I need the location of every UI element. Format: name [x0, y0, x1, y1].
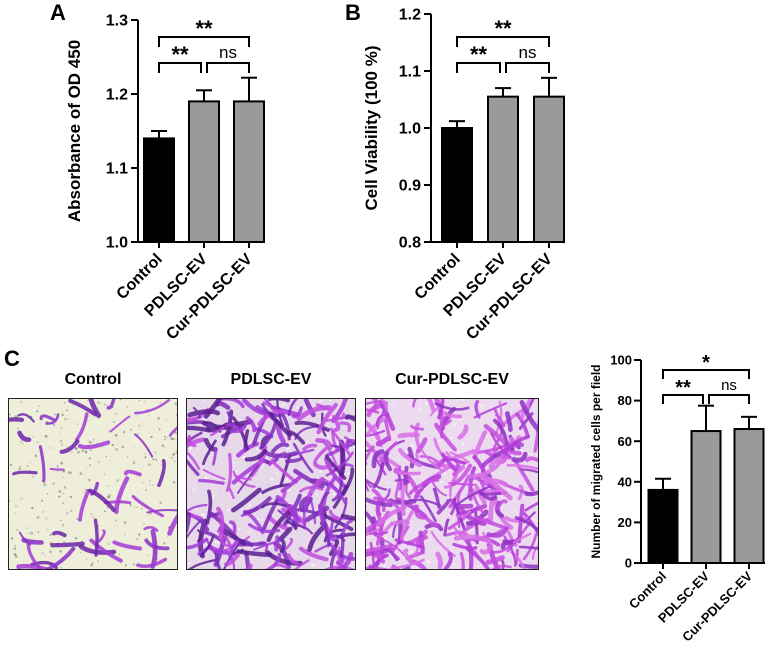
y-tick-label: 0.9 [399, 178, 421, 195]
y-tick-label: 1.1 [399, 64, 421, 81]
y-axis-label-b: Cell Viability (100 %) [362, 45, 381, 210]
micrograph-label-control: Control [64, 371, 122, 388]
y-axis-label-c: Number of migrated cells per field [589, 364, 603, 558]
micrograph-label-cur-pdlsc-ev: Cur-PDLSC-EV [395, 371, 509, 388]
bar-c-0 [647, 488, 679, 565]
y-tick-label: 1.1 [106, 161, 128, 178]
significance-label: ns [519, 43, 537, 62]
significance-bracket [158, 36, 250, 47]
y-axis-label-a: Absorbance of OD 450 [65, 40, 84, 222]
micrograph-pdlsc-ev [186, 398, 356, 570]
micrograph-control [8, 398, 178, 570]
micrograph-cur-pdlsc-ev [365, 398, 539, 570]
panel-label-a: A [50, 0, 66, 25]
y-tick-label: 0 [625, 556, 632, 571]
y-tick-label: 1.0 [399, 121, 421, 138]
y-tick-label: 20 [618, 515, 632, 530]
y-tick-label: 1.2 [399, 7, 421, 24]
y-tick-label: 1.2 [106, 87, 128, 104]
significance-bracket [456, 62, 501, 73]
bar-c-2 [733, 428, 765, 564]
y-tick-label: 100 [610, 353, 632, 368]
x-tick-label: Control [626, 569, 669, 612]
y-tick-label: 1.3 [106, 13, 128, 30]
y-tick-label: 0.8 [399, 235, 421, 252]
significance-label: * [702, 352, 710, 374]
panel-label-c: C [4, 346, 20, 371]
significance-bracket [662, 394, 704, 404]
bar-c-1 [690, 430, 722, 564]
micrograph-label-pdlsc-ev: PDLSC-EV [230, 371, 312, 388]
significance-bracket [158, 62, 202, 73]
y-tick-label: 1.0 [106, 235, 128, 252]
significance-bracket [505, 62, 550, 73]
significance-label: ** [195, 16, 213, 41]
significance-label: ns [721, 377, 737, 394]
significance-label: ** [470, 42, 488, 67]
significance-bracket [708, 394, 750, 404]
bar-a-2 [233, 100, 265, 244]
panel-label-b: B [345, 0, 361, 25]
significance-label: ** [171, 42, 189, 67]
significance-bracket [456, 36, 550, 47]
significance-bracket [662, 369, 750, 379]
significance-label: ** [494, 16, 512, 41]
y-tick-label: 80 [618, 393, 632, 408]
y-tick-label: 60 [618, 434, 632, 449]
significance-bracket [206, 62, 250, 73]
y-tick-label: 40 [618, 474, 632, 489]
significance-label: ns [219, 43, 237, 62]
bar-b-2 [533, 95, 565, 244]
significance-label: ** [675, 377, 691, 399]
